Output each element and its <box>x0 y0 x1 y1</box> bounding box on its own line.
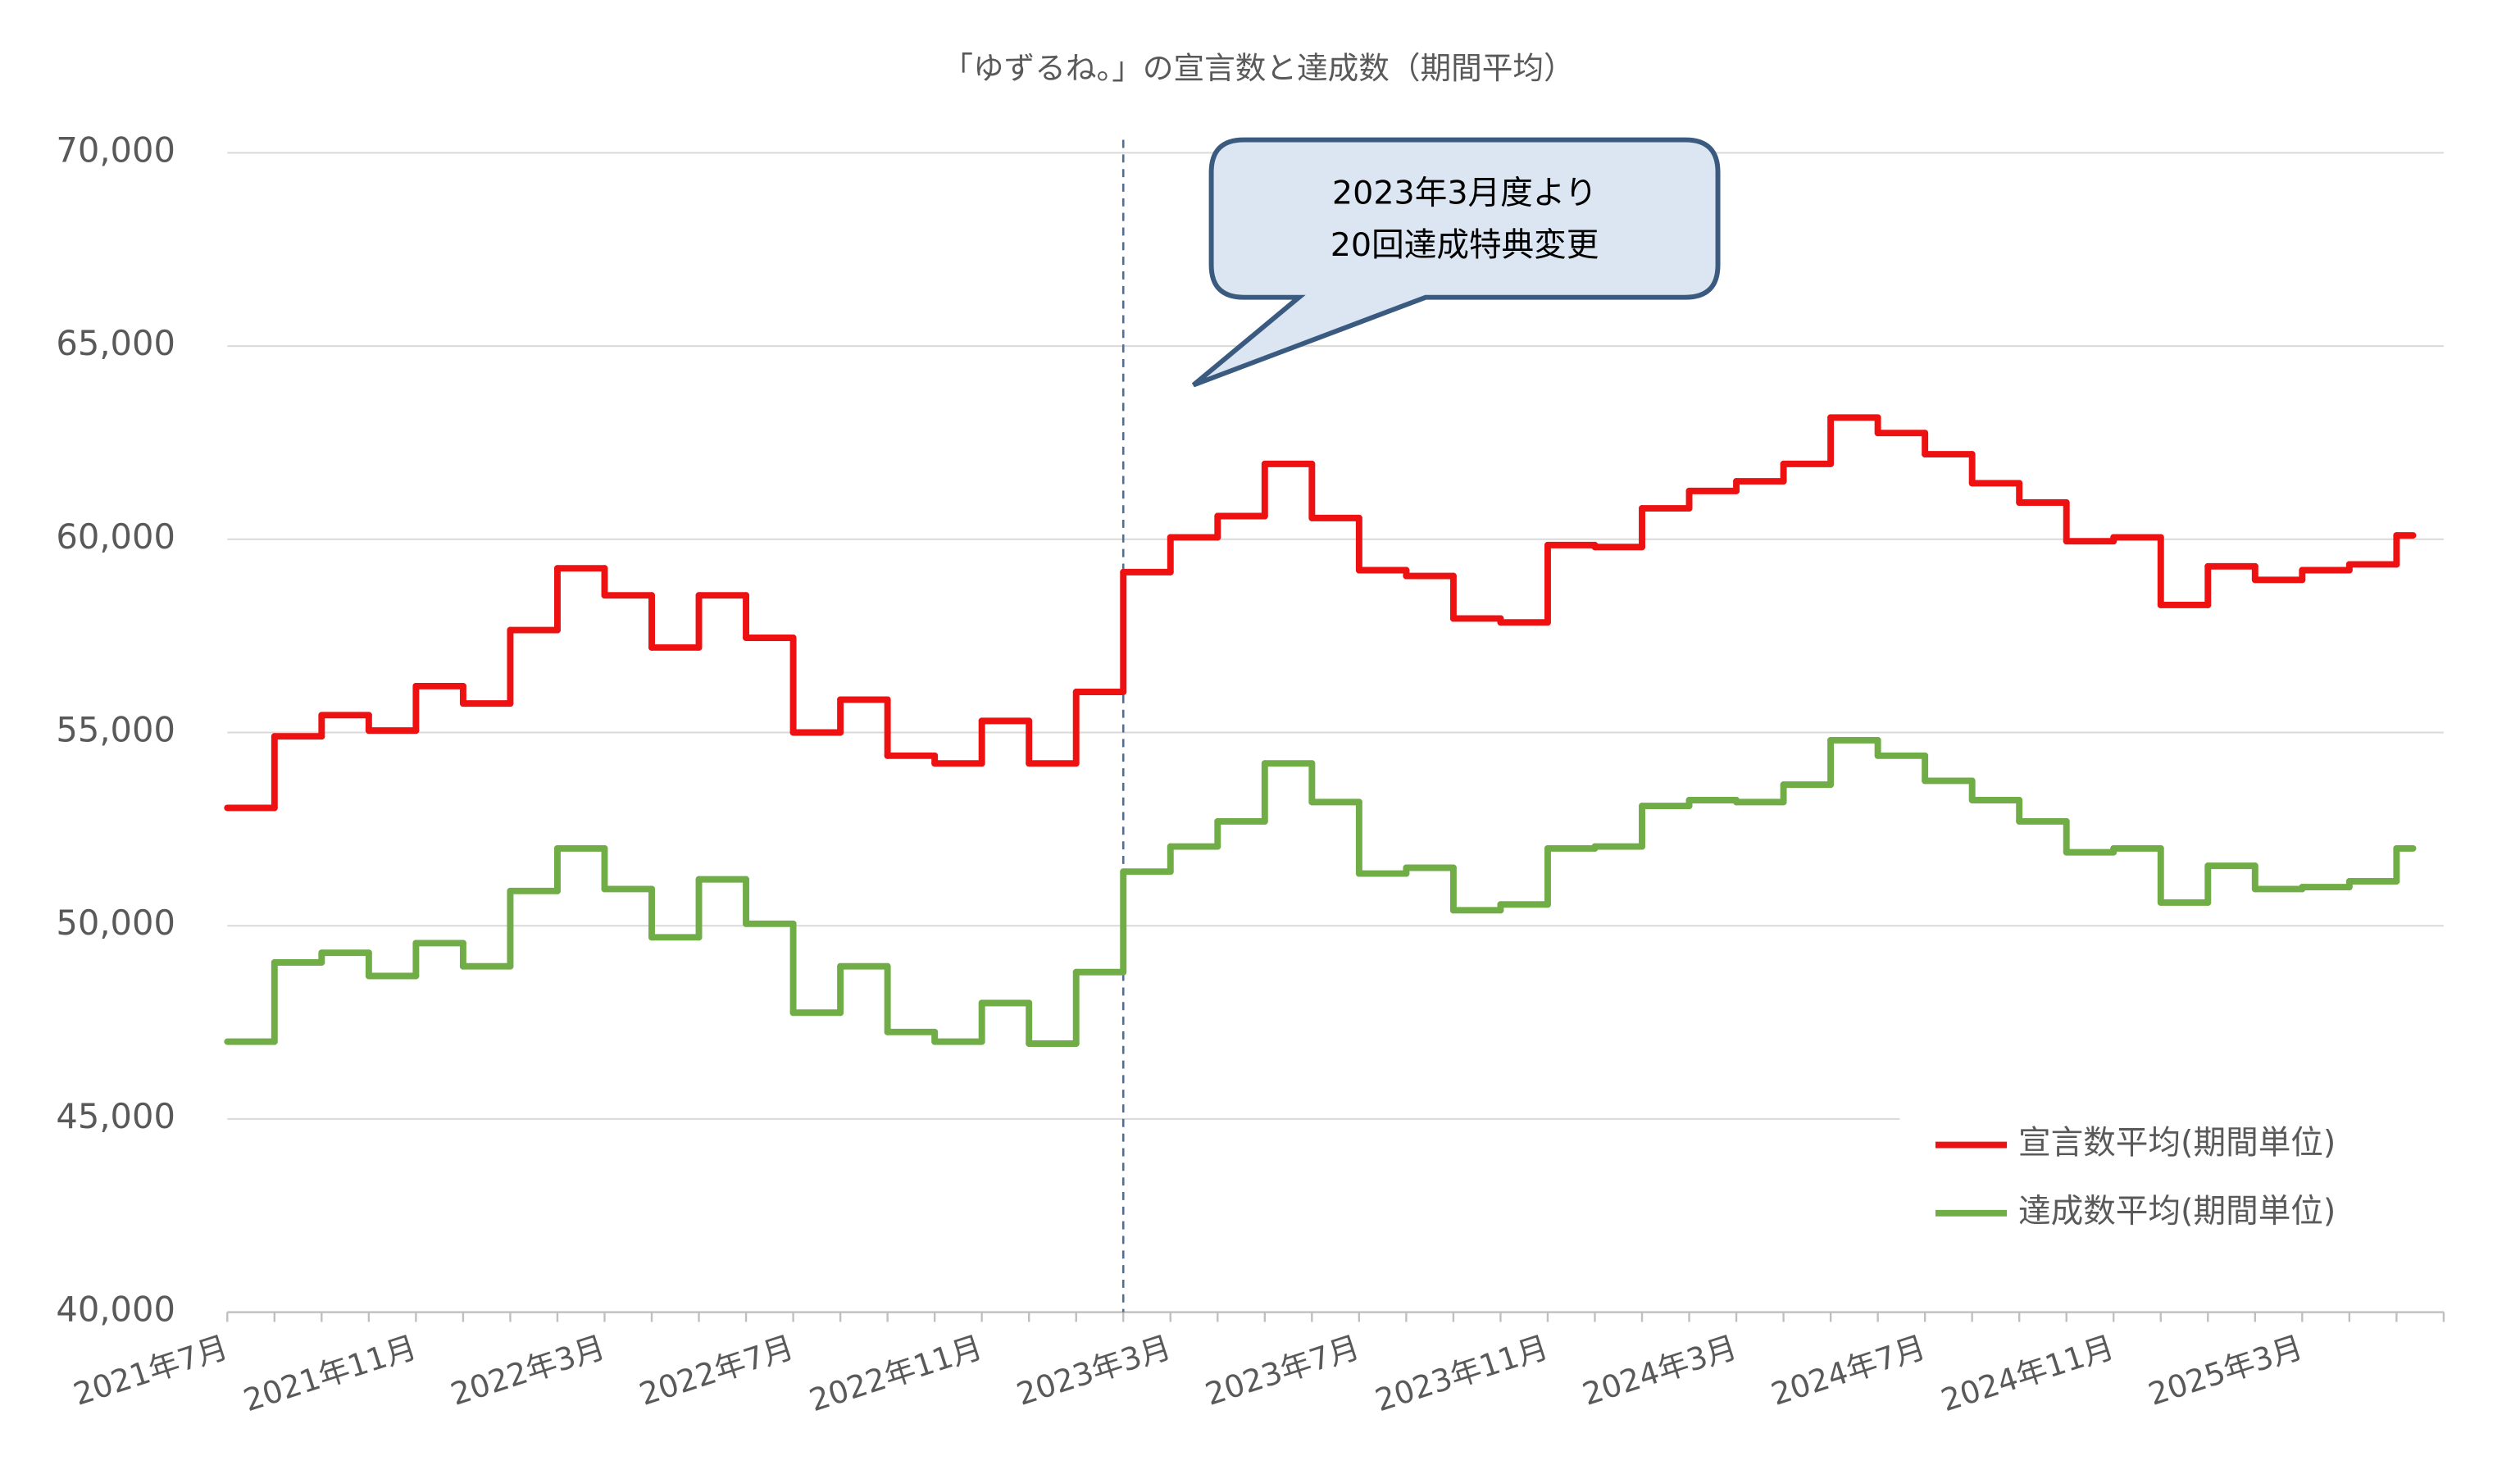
callout-text: 20回達成特典変更 <box>1331 226 1599 264</box>
legend-label: 達成数平均(期間単位) <box>2018 1192 2336 1230</box>
legend: 宣言数平均(期間単位) 達成数平均(期間単位) <box>1899 1113 2444 1254</box>
callout-text: 2023年3月度より <box>1332 174 1597 212</box>
callout: 2023年3月度より 20回達成特典変更 <box>1191 137 1721 388</box>
y-tick-label: 45,000 <box>56 1096 175 1136</box>
callout-box <box>1191 137 1721 388</box>
plot: 40,000 45,000 50,000 55,000 60,000 65,000 70,0… <box>56 130 2445 1418</box>
y-tick-label: 60,000 <box>56 516 175 557</box>
series <box>224 736 2417 1047</box>
y-tick-label: 65,000 <box>56 323 175 363</box>
y-tick-label: 70,000 <box>56 130 175 170</box>
legend-box <box>1899 1113 2444 1254</box>
legend-label: 宣言数平均(期間単位) <box>2018 1124 2336 1162</box>
y-tick-label: 40,000 <box>56 1290 175 1330</box>
y-tick-label: 55,000 <box>56 710 175 750</box>
y-tick-label: 50,000 <box>56 903 175 943</box>
series <box>224 414 2417 812</box>
chart-title: 「ゆずるね。」の宣言数と達成数（期間平均） <box>942 50 1574 86</box>
